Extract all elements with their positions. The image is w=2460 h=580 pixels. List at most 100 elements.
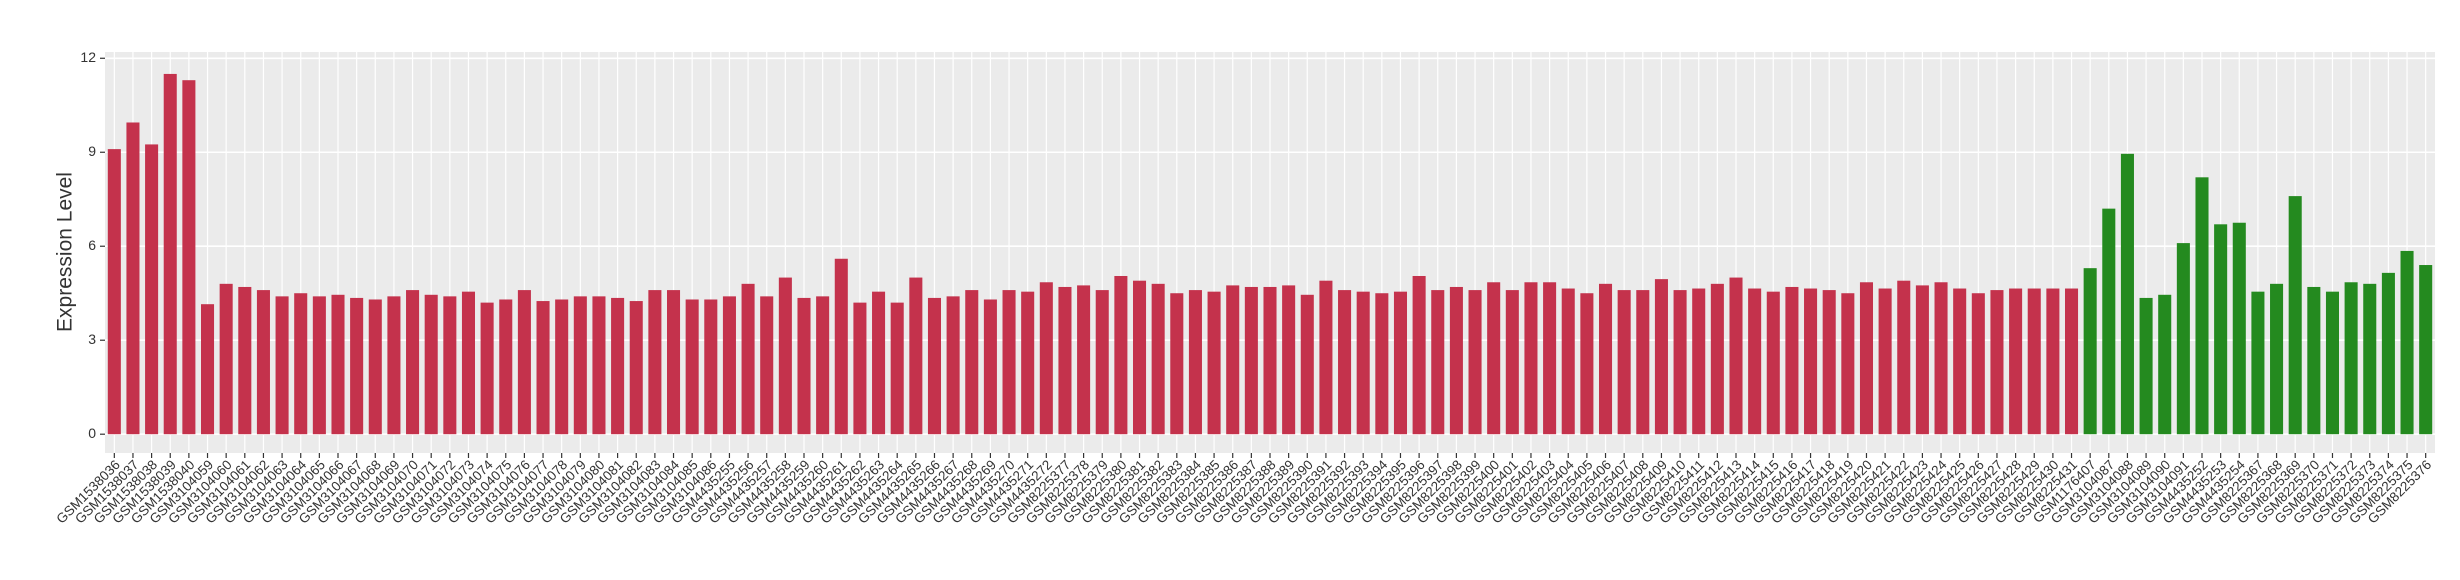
bar — [611, 297, 625, 435]
bar — [2419, 265, 2433, 435]
bar — [1841, 293, 1855, 435]
bar — [1971, 293, 1985, 435]
bar — [2176, 243, 2190, 435]
bar — [1953, 288, 1967, 435]
bar — [2195, 177, 2209, 435]
bar — [1487, 282, 1501, 435]
bar — [1077, 285, 1091, 435]
bar — [1822, 290, 1836, 435]
bar — [2214, 224, 2228, 435]
bar — [2009, 288, 2023, 435]
bar — [1598, 283, 1613, 435]
bar — [368, 299, 382, 435]
bar — [983, 299, 997, 435]
bar — [1431, 290, 1445, 435]
bar — [107, 149, 121, 435]
bar — [573, 296, 587, 435]
bar — [1710, 283, 1724, 435]
y-tick-label: 9 — [88, 143, 96, 159]
bar — [2139, 297, 2153, 435]
bar — [163, 73, 177, 435]
bar — [1859, 282, 1874, 435]
bar — [648, 290, 662, 435]
bar — [1673, 290, 1687, 435]
bar — [2363, 283, 2377, 435]
bar — [1356, 291, 1370, 435]
bar — [1505, 290, 1519, 435]
bar — [1170, 293, 1184, 435]
bar — [2325, 291, 2340, 435]
bar — [1878, 288, 1892, 435]
bar — [2158, 294, 2172, 435]
bar — [1319, 280, 1333, 435]
bar — [1617, 290, 1631, 435]
y-tick-label: 6 — [88, 237, 96, 253]
bar — [1748, 288, 1762, 435]
bar — [965, 290, 979, 435]
bar — [1095, 290, 1109, 435]
bar — [629, 301, 643, 435]
bar — [443, 296, 457, 435]
bar — [1468, 290, 1482, 435]
bar — [1058, 286, 1072, 435]
bar — [853, 302, 867, 435]
bar — [331, 294, 345, 435]
bar — [834, 258, 848, 435]
bar — [145, 144, 159, 435]
bar — [1897, 280, 1911, 435]
bar — [1114, 275, 1128, 435]
bar — [946, 296, 960, 435]
bar — [1151, 283, 1165, 435]
bar — [1412, 275, 1426, 435]
bar — [2046, 288, 2060, 435]
bar — [1692, 288, 1706, 435]
bar — [1300, 294, 1314, 435]
bar — [219, 283, 233, 435]
bar — [517, 290, 531, 435]
bar — [2120, 153, 2134, 435]
bar — [872, 291, 886, 435]
bar — [1915, 285, 1929, 435]
bar — [1244, 286, 1258, 435]
bar — [704, 299, 718, 435]
bar — [2027, 288, 2041, 435]
bar — [2288, 196, 2302, 435]
bar — [1561, 288, 1575, 435]
bar — [778, 277, 792, 435]
bar — [2064, 288, 2079, 435]
bar — [1543, 282, 1557, 435]
bar — [1132, 280, 1147, 435]
bar — [685, 299, 699, 435]
bar — [499, 299, 513, 435]
bar — [1002, 290, 1016, 435]
bar — [1207, 291, 1221, 435]
bar — [1804, 288, 1818, 435]
bar — [816, 296, 830, 435]
bar — [387, 296, 401, 435]
bar — [1393, 291, 1408, 435]
bar — [1990, 290, 2004, 435]
bar — [350, 297, 364, 435]
bar — [480, 302, 494, 435]
bar — [2083, 268, 2097, 435]
bar — [555, 299, 569, 435]
bar — [1375, 293, 1389, 435]
bar — [2232, 222, 2246, 435]
bar — [1729, 277, 1743, 435]
bar — [666, 290, 681, 435]
bar — [592, 296, 606, 435]
y-tick-label: 3 — [88, 331, 96, 347]
bar — [1785, 286, 1799, 435]
bar — [461, 291, 476, 435]
bar — [1636, 290, 1650, 435]
bar — [1021, 291, 1035, 435]
bar — [1654, 279, 1668, 435]
bar — [1934, 282, 1948, 435]
bar — [760, 296, 774, 435]
bar — [256, 290, 270, 435]
bar — [1524, 282, 1538, 435]
bar — [2400, 250, 2414, 435]
bar — [722, 296, 736, 435]
